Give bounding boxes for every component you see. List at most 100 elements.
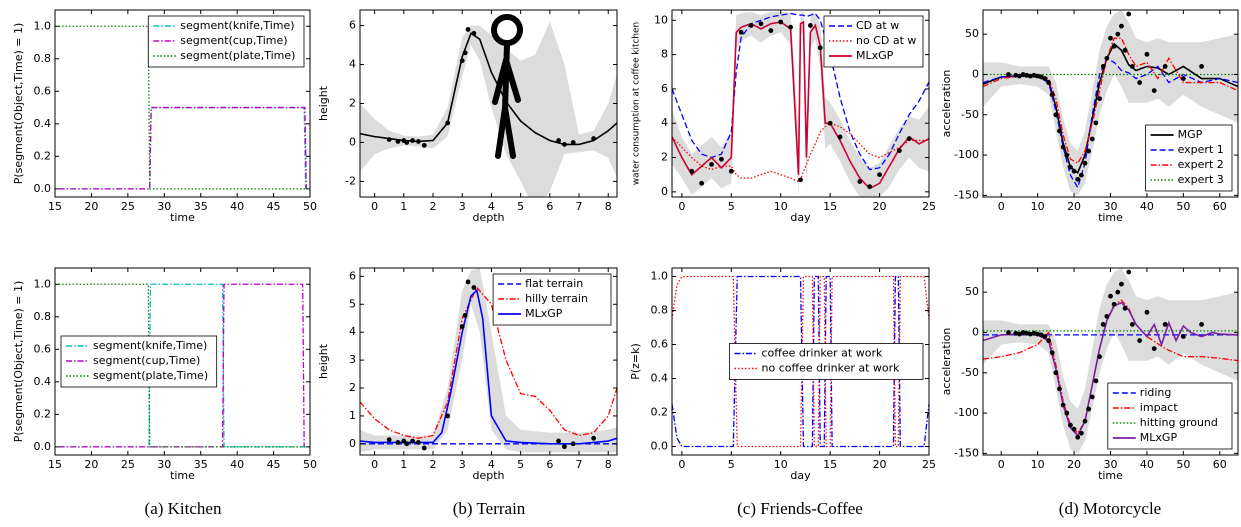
x-tick-label: 45 (267, 200, 281, 213)
data-point (1104, 55, 1110, 61)
data-point (1082, 160, 1088, 166)
series-line (58, 106, 308, 190)
legend-label: expert 1 (1178, 143, 1224, 156)
data-point (462, 50, 468, 56)
data-point (1064, 410, 1070, 416)
x-tick-label: 40 (1140, 458, 1154, 471)
stick-leg (502, 105, 516, 159)
data-point (1053, 112, 1059, 118)
data-point (386, 137, 392, 142)
series-line (360, 288, 617, 445)
x-tick-label: 6 (546, 200, 553, 213)
data-point (768, 28, 774, 33)
x-tick-label: 15 (823, 458, 837, 471)
y-tick-label: 0.8 (651, 304, 669, 317)
data-point (896, 148, 902, 154)
data-point (416, 440, 421, 445)
y-axis-label: P(segment(Object,Time) = 1) (12, 281, 25, 443)
data-point (1137, 80, 1143, 85)
y-tick-label: 0 (349, 437, 356, 450)
x-tick-label: 5 (728, 458, 735, 471)
data-point (1199, 64, 1204, 69)
legend-label: hilly terrain (525, 292, 588, 305)
data-point (1126, 269, 1132, 275)
data-point (1180, 76, 1186, 81)
axes-frame (671, 9, 930, 198)
data-point (471, 30, 477, 36)
legend-label: impact (1140, 401, 1179, 414)
y-tick-label: 0.0 (34, 182, 52, 195)
data-point (1020, 72, 1026, 77)
y-tick-label: 50 (965, 285, 979, 298)
data-point (1038, 332, 1044, 338)
x-tick-label: 1 (400, 200, 407, 213)
data-point (1031, 330, 1037, 336)
legend-label: CD at w (856, 19, 899, 32)
x-tick-label: 60 (1213, 458, 1227, 471)
series-line (672, 122, 929, 183)
plot-area (672, 275, 929, 448)
x-tick-label: 15 (823, 200, 837, 213)
stick-body (502, 41, 510, 113)
data-point (1151, 88, 1157, 94)
series-line (672, 275, 929, 448)
x-tick-label: 30 (157, 200, 171, 213)
x-tick-label: 15 (48, 458, 62, 471)
data-point (1093, 378, 1099, 384)
plot-area (983, 268, 1238, 454)
y-tick-label: 0 (972, 67, 979, 80)
data-point (1017, 73, 1022, 79)
data-point (1144, 309, 1150, 315)
data-point (1104, 313, 1110, 319)
data-point (689, 168, 695, 174)
y-tick-label: 0.2 (651, 406, 669, 419)
y-tick-label: 0 (972, 325, 979, 338)
plot-area (360, 268, 617, 453)
data-point (1068, 422, 1073, 428)
series-line (672, 12, 929, 171)
plot-area (58, 25, 308, 190)
x-tick-label: 30 (1104, 200, 1118, 213)
data-point (1064, 152, 1070, 158)
y-tick-label: 0.2 (34, 149, 52, 162)
y-tick-label: 0 (661, 185, 668, 198)
confidence-band (360, 21, 617, 197)
plot-area (983, 10, 1238, 196)
data-point (1053, 370, 1059, 376)
data-point (1049, 92, 1055, 98)
legend-label: MGP (1178, 128, 1203, 141)
x-tick-label: 20 (873, 458, 887, 471)
data-point (459, 58, 465, 64)
x-axis-label: time (1098, 211, 1123, 224)
series-line (983, 42, 1238, 175)
series-line (672, 20, 929, 190)
data-point (445, 413, 451, 419)
data-point (807, 23, 813, 28)
data-point (410, 138, 415, 143)
data-point (395, 139, 401, 144)
data-point (1199, 322, 1204, 327)
legend-box (729, 343, 924, 380)
data-point (817, 45, 823, 51)
data-point (798, 177, 803, 183)
caption: (b) Terrain (453, 499, 526, 518)
confidence-band (360, 268, 617, 453)
data-point (462, 313, 468, 318)
data-point (1097, 96, 1102, 102)
x-tick-label: 10 (774, 458, 788, 471)
data-point (410, 438, 415, 444)
x-tick-label: 50 (1176, 458, 1190, 471)
data-point (1111, 301, 1117, 307)
data-point (1126, 11, 1132, 17)
data-point (1075, 176, 1081, 182)
data-point (395, 440, 401, 445)
data-point (404, 441, 410, 447)
data-point (1129, 322, 1135, 327)
data-point (1017, 331, 1022, 337)
legend-box (1145, 124, 1233, 192)
data-point (1020, 330, 1026, 335)
legend-label: hitting ground (1140, 416, 1218, 429)
data-point (1111, 43, 1117, 49)
y-tick-label: 10 (654, 13, 668, 26)
data-point (1144, 51, 1150, 57)
